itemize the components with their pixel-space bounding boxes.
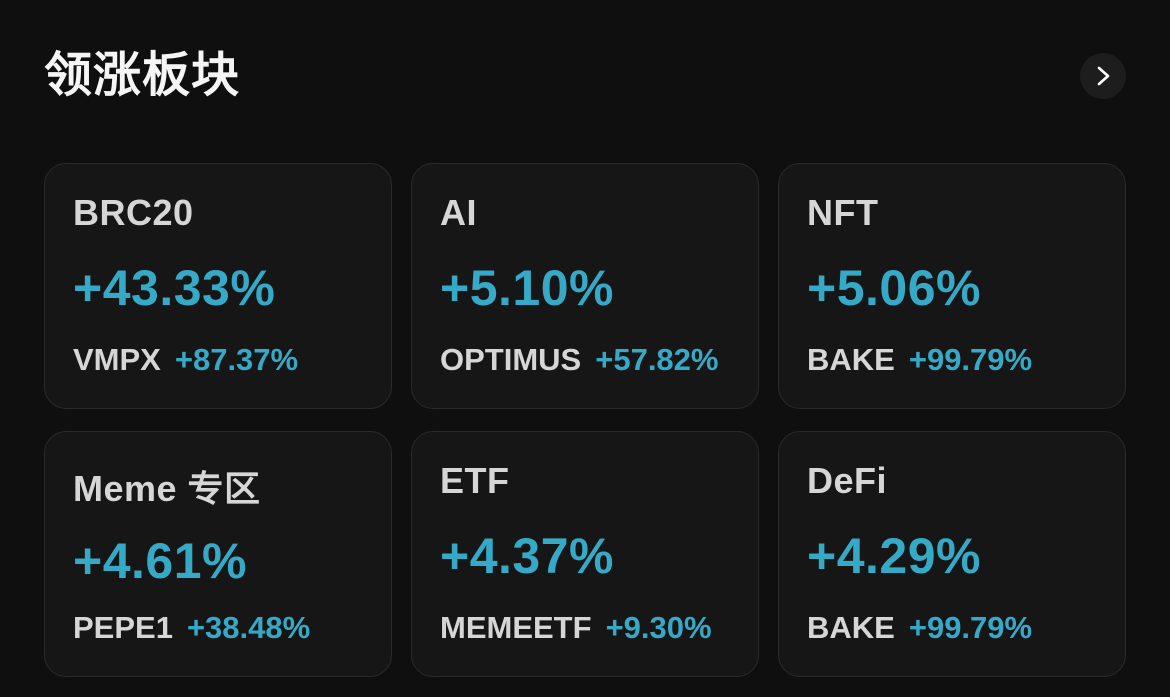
top-token-name: BAKE [807, 609, 895, 645]
sector-name: BRC20 [73, 191, 194, 233]
top-token-change: +57.82% [595, 341, 719, 377]
top-token-name: MEMEETF [440, 609, 592, 645]
top-token-name: BAKE [807, 341, 895, 377]
sector-card-nft[interactable]: NFT +5.06% BAKE +99.79% [778, 162, 1126, 409]
sector-grid: BRC20 +43.33% VMPX +87.37% AI +5.10% OPT… [44, 162, 1126, 677]
chevron-right-icon [1092, 65, 1114, 87]
top-token-row: OPTIMUS +57.82% [440, 342, 730, 378]
sector-change: +5.06% [807, 259, 981, 316]
sector-change: +5.10% [440, 259, 614, 316]
sector-card-meme[interactable]: Meme 专区 +4.61% PEPE1 +38.48% [44, 430, 392, 677]
sector-name: ETF [440, 459, 510, 501]
sector-name: AI [440, 191, 477, 233]
sector-name: NFT [807, 191, 879, 233]
top-token-change: +99.79% [908, 341, 1033, 377]
page-title: 领涨板块 [44, 49, 241, 102]
sector-change: +43.33% [73, 259, 276, 316]
top-token-change: +87.37% [174, 341, 299, 377]
top-token-change: +9.30% [605, 609, 712, 645]
sector-change: +4.61% [73, 532, 247, 589]
top-token-row: BAKE +99.79% [807, 342, 1097, 378]
sector-card-brc20[interactable]: BRC20 +43.33% VMPX +87.37% [44, 162, 392, 409]
sector-change: +4.37% [440, 527, 614, 584]
top-token-name: OPTIMUS [440, 341, 582, 377]
top-token-name: PEPE1 [73, 609, 173, 645]
top-token-row: VMPX +87.37% [73, 342, 363, 378]
sector-name: Meme 专区 [73, 467, 261, 509]
sector-card-etf[interactable]: ETF +4.37% MEMEETF +9.30% [411, 430, 759, 677]
sector-name: DeFi [807, 459, 888, 501]
top-token-change: +38.48% [186, 609, 311, 645]
sector-card-defi[interactable]: DeFi +4.29% BAKE +99.79% [778, 430, 1126, 677]
top-token-row: PEPE1 +38.48% [73, 610, 363, 646]
top-token-row: BAKE +99.79% [807, 610, 1097, 646]
top-token-row: MEMEETF +9.30% [440, 610, 730, 646]
top-token-change: +99.79% [908, 609, 1033, 645]
sector-card-ai[interactable]: AI +5.10% OPTIMUS +57.82% [411, 162, 759, 409]
more-button[interactable] [1080, 53, 1126, 100]
section-header: 领涨板块 [44, 49, 1126, 103]
top-token-name: VMPX [73, 341, 161, 377]
sector-change: +4.29% [807, 527, 981, 584]
